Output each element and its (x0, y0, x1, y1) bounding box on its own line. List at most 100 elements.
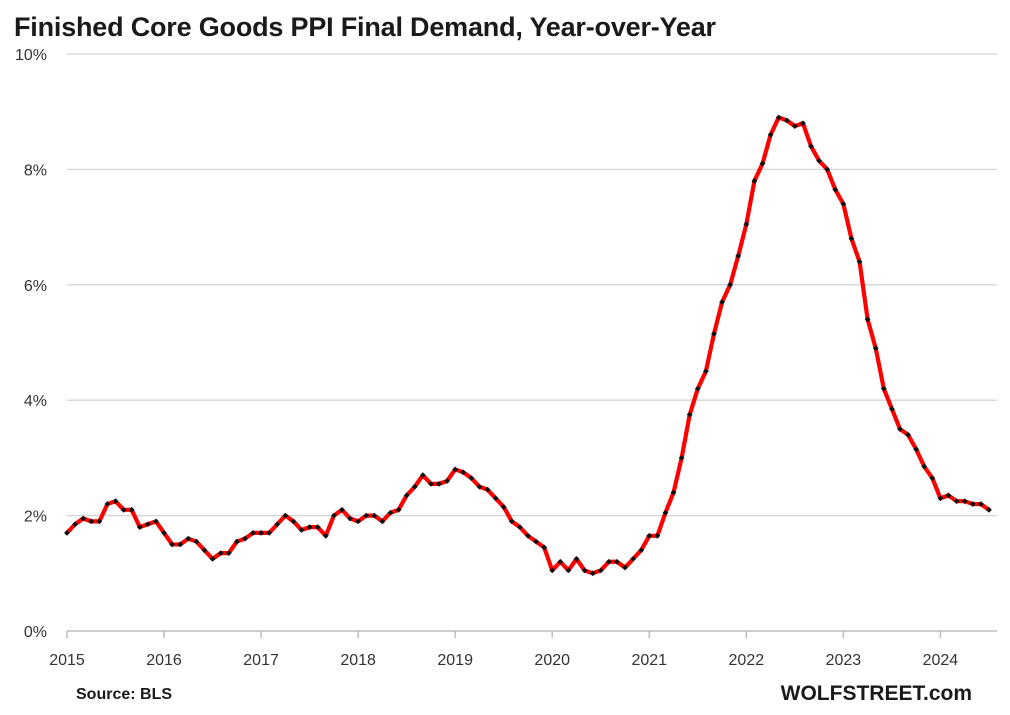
data-point (751, 178, 758, 184)
data-point (339, 506, 345, 513)
data-point (549, 567, 556, 574)
data-point (953, 498, 960, 505)
data-point (646, 532, 653, 539)
data-point (638, 547, 645, 554)
data-point (120, 506, 127, 513)
data-point (937, 495, 944, 502)
data-point (266, 530, 273, 536)
data-point (775, 114, 782, 121)
data-point (371, 512, 378, 519)
data-point (735, 253, 742, 259)
data-point (945, 492, 952, 499)
data-point (880, 385, 887, 392)
data-point (808, 143, 814, 150)
data-point (516, 524, 523, 531)
data-point (112, 498, 119, 505)
data-point (921, 463, 928, 470)
data-point (395, 506, 402, 513)
x-tick-label: 2019 (437, 652, 473, 669)
data-point (589, 570, 596, 577)
data-point (217, 550, 224, 556)
data-point (363, 512, 370, 519)
data-point (96, 518, 103, 525)
data-point (177, 541, 184, 548)
data-point (913, 446, 920, 453)
data-point (428, 480, 434, 487)
data-point (419, 472, 426, 479)
data-point (670, 489, 677, 496)
data-point (719, 299, 725, 306)
gridlines (67, 53, 997, 517)
data-point (201, 547, 208, 554)
data-point (306, 524, 313, 531)
x-tick-label: 2016 (146, 652, 182, 669)
data-point (969, 501, 976, 507)
data-point (484, 486, 491, 493)
x-tick-label: 2024 (923, 652, 959, 669)
data-point (153, 518, 159, 525)
data-point (848, 235, 855, 242)
data-point (403, 492, 410, 499)
data-point (330, 512, 337, 519)
data-point (500, 504, 507, 510)
series-layer (64, 114, 992, 577)
data-point (816, 157, 823, 164)
brand-label: WOLFSTREET.com (780, 682, 972, 705)
data-point (185, 535, 192, 542)
data-point (444, 478, 450, 484)
data-point (961, 498, 968, 505)
data-point (104, 501, 111, 507)
data-point (436, 480, 442, 487)
data-point (767, 131, 774, 138)
x-tick-label: 2022 (729, 652, 765, 669)
data-point (581, 567, 588, 574)
data-point (977, 501, 984, 507)
x-tick-label: 2023 (826, 652, 862, 669)
data-point (282, 512, 289, 519)
y-tick-label: 8% (24, 162, 47, 179)
data-point (630, 555, 637, 562)
x-tick-label: 2017 (243, 652, 279, 669)
data-point (314, 524, 321, 531)
data-point (897, 426, 903, 432)
data-point (161, 530, 167, 536)
source-note: Source: BLS (76, 686, 173, 703)
data-point (452, 466, 459, 473)
data-point (298, 527, 305, 533)
data-point (387, 509, 394, 516)
data-point (856, 258, 863, 265)
y-tick-label: 6% (24, 278, 47, 295)
data-point (468, 475, 475, 481)
data-point (322, 532, 329, 539)
y-tick-label: 10% (15, 47, 47, 64)
series-line (64, 115, 992, 576)
y-tick-label: 2% (24, 509, 47, 526)
data-point (686, 411, 693, 418)
y-axis: 0% 2% 4% 6% 8% 10% (15, 47, 47, 641)
data-point (250, 530, 256, 536)
data-point (492, 495, 499, 502)
data-point (597, 567, 604, 574)
data-point (541, 544, 548, 551)
data-point (258, 530, 264, 536)
data-point (290, 518, 297, 525)
data-point (225, 550, 232, 556)
data-point (565, 567, 572, 574)
data-point (128, 506, 135, 513)
data-point (525, 532, 531, 539)
y-tick-label: 4% (24, 393, 47, 410)
data-point (136, 524, 143, 531)
data-point (411, 483, 418, 490)
data-point (508, 518, 515, 525)
data-point (905, 431, 911, 438)
data-point (727, 281, 734, 288)
data-point (840, 201, 847, 207)
data-point (791, 123, 798, 130)
data-point (711, 330, 717, 337)
data-point (654, 532, 661, 539)
data-point (557, 558, 564, 565)
data-point (678, 455, 685, 461)
data-point (832, 186, 839, 193)
data-point (800, 120, 806, 127)
